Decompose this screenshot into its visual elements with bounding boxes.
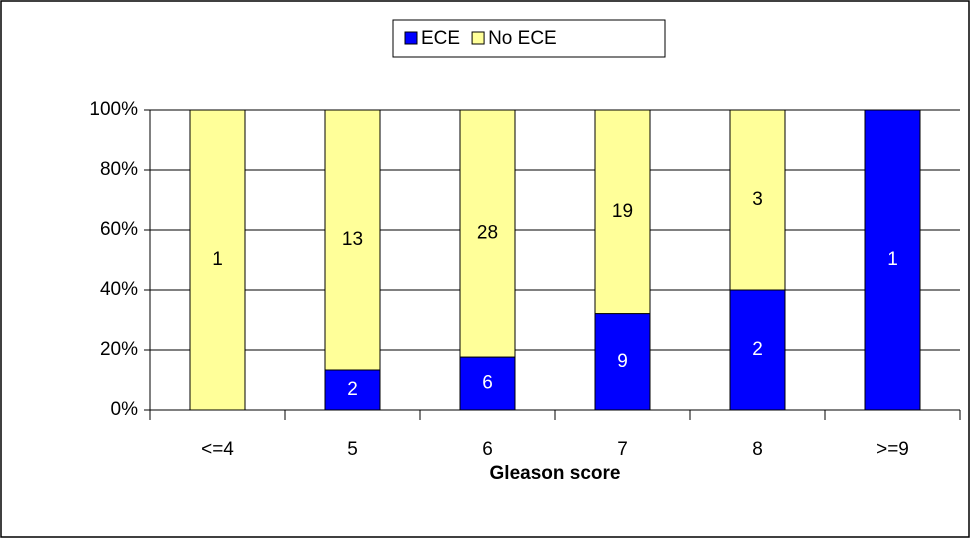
y-tick-label: 100% [89, 99, 138, 120]
x-axis-label: Gleason score [490, 463, 621, 484]
y-tick-label: 20% [100, 339, 138, 360]
y-tick-label: 0% [111, 399, 139, 420]
bar-segment [459, 356, 516, 411]
bar-segment [594, 313, 651, 411]
x-tick-label: 8 [752, 439, 763, 460]
legend-swatch [471, 31, 485, 45]
legend-label: No ECE [488, 28, 557, 49]
bar-segment [189, 109, 246, 411]
data-label: 28 [477, 223, 498, 244]
data-label: 9 [617, 351, 628, 372]
y-tick-label: 60% [100, 219, 138, 240]
data-label: 2 [752, 339, 763, 360]
bar-segment [594, 109, 651, 315]
data-label: 13 [342, 229, 363, 250]
data-label: 1 [212, 249, 223, 270]
y-tick-label: 40% [100, 279, 138, 300]
data-label: 6 [482, 373, 493, 394]
bar-segment [324, 369, 381, 411]
x-tick-label: >=9 [876, 439, 909, 460]
data-label: 2 [347, 379, 358, 400]
x-tick-label: 7 [617, 439, 628, 460]
legend-swatch [404, 31, 418, 45]
bar-segment [459, 109, 516, 358]
y-tick-label: 80% [100, 159, 138, 180]
data-label: 3 [752, 189, 763, 210]
bar-segment [324, 109, 381, 371]
bar-segment [864, 109, 921, 411]
x-tick-label: <=4 [201, 439, 234, 460]
bar-segment [729, 289, 786, 411]
data-label: 1 [887, 249, 898, 270]
data-label: 19 [612, 201, 633, 222]
legend-label: ECE [421, 28, 460, 49]
x-tick-label: 5 [347, 439, 358, 460]
legend-box [392, 19, 666, 58]
x-tick-label: 6 [482, 439, 493, 460]
bar-segment [729, 109, 786, 291]
